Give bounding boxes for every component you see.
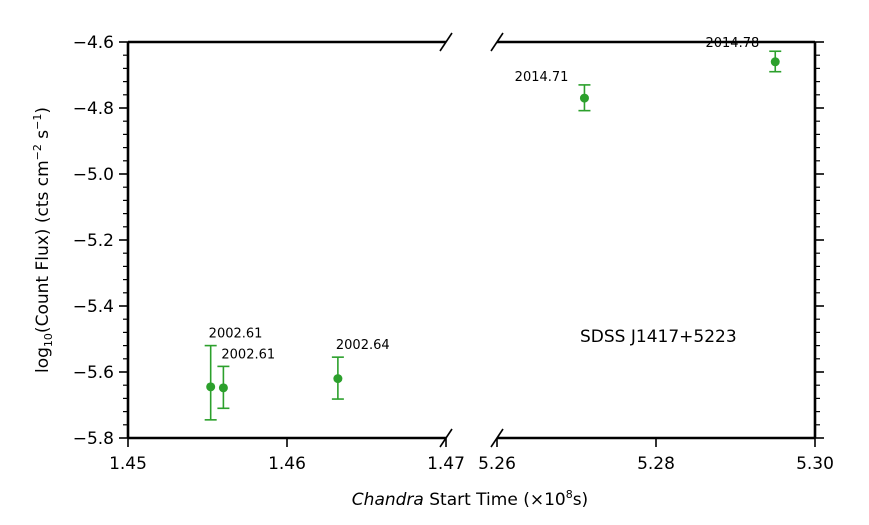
y-axis-label-main: log bbox=[33, 347, 53, 373]
annotation-label: SDSS J1417+5223 bbox=[580, 327, 737, 347]
data-marks: 2002.61 2002.61 2002.64 2014.71 2014.78 bbox=[204, 36, 782, 421]
y-axis-label-sub: 10 bbox=[42, 333, 55, 347]
point-label: 2014.78 bbox=[705, 36, 759, 51]
point-label: 2002.61 bbox=[209, 327, 263, 342]
x-axis-label: Chandra Start Time (×108s) bbox=[352, 488, 588, 510]
y-tick-label: −5.4 bbox=[73, 297, 114, 317]
point-label: 2002.61 bbox=[221, 347, 275, 362]
axis-break-mark-3 bbox=[490, 32, 504, 52]
y-tick-label: −5.0 bbox=[73, 165, 114, 185]
data-point bbox=[770, 57, 780, 67]
y-tick-label: −4.8 bbox=[73, 99, 114, 119]
y-tick-label: −5.6 bbox=[73, 363, 114, 383]
x-axis-label-unit: s) bbox=[573, 490, 589, 510]
data-point bbox=[333, 374, 343, 384]
x-tick-label: 1.47 bbox=[427, 454, 465, 474]
y-axis-label-mid2: s bbox=[33, 130, 53, 144]
x-tick-label: 5.28 bbox=[637, 454, 675, 474]
y-tick-label: −5.2 bbox=[73, 231, 114, 251]
point-label: 2002.64 bbox=[336, 338, 390, 353]
x-tick-label: 5.26 bbox=[478, 454, 516, 474]
x-tick-label: 1.46 bbox=[268, 454, 306, 474]
x-axis-label-rest: Start Time (×10 bbox=[424, 490, 566, 510]
y-axis-label-sup2: −1 bbox=[31, 114, 44, 130]
point-label: 2014.71 bbox=[515, 70, 569, 85]
x-axis-label-exp: 8 bbox=[566, 488, 573, 501]
y-axis-label-mid: (Count Flux) (cts cm bbox=[33, 160, 53, 333]
data-point bbox=[579, 93, 589, 103]
data-point bbox=[218, 383, 228, 393]
y-axis-label-end: ) bbox=[33, 107, 53, 114]
y-tick-label: −4.6 bbox=[73, 33, 114, 53]
y-axis-label-sup1: −2 bbox=[31, 144, 44, 160]
data-point bbox=[206, 382, 216, 392]
axis-break-mark-1 bbox=[439, 32, 453, 52]
y-axis-label: log10(Count Flux) (cts cm−2 s−1) bbox=[31, 107, 55, 373]
y-tick-label: −5.8 bbox=[73, 429, 114, 449]
x-axis-label-italic: Chandra bbox=[352, 490, 424, 510]
x-tick-label: 5.30 bbox=[796, 454, 834, 474]
x-tick-label: 1.45 bbox=[109, 454, 147, 474]
axes: −5.8 −5.6 −5.4 −5.2 −5.0 −4.8 −4.6 1.45 1.46 1.47… bbox=[73, 32, 834, 474]
